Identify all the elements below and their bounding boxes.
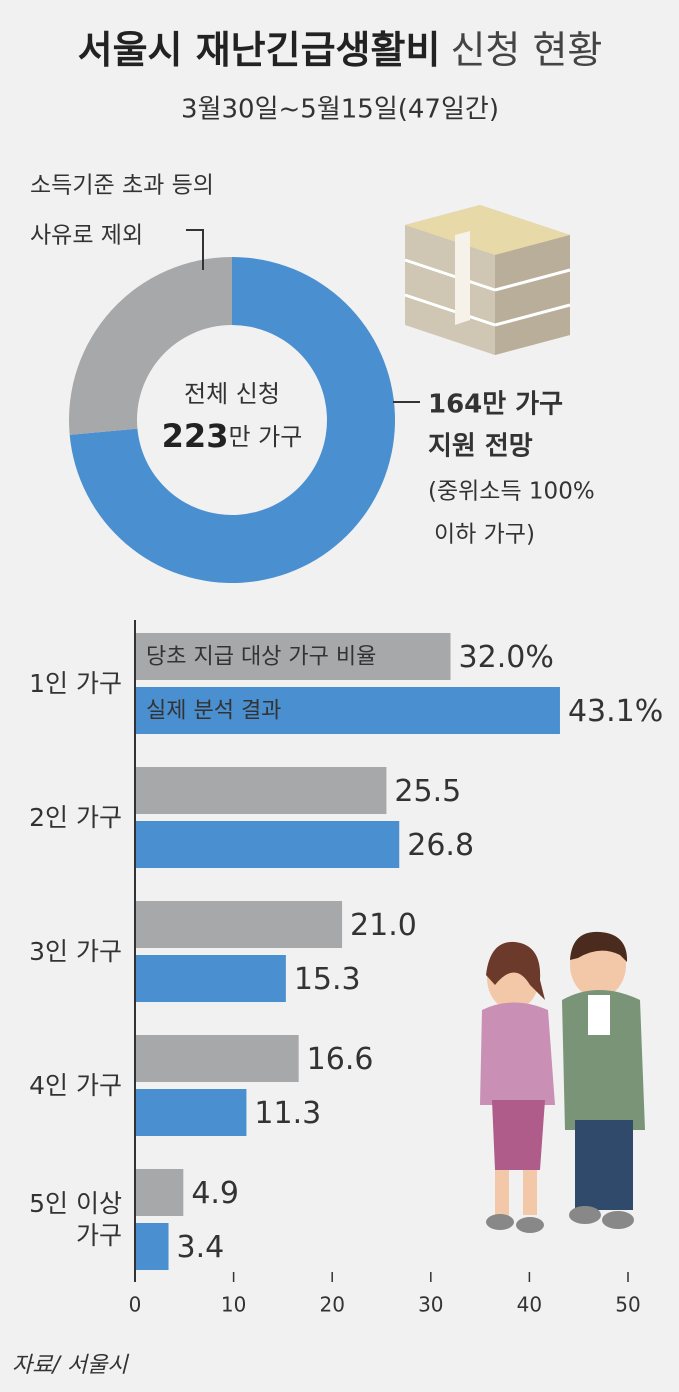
category-label: 3인 가구 [29,936,122,966]
value-label: 21.0 [350,908,417,943]
slice-label: (중위소득 100% [428,479,595,505]
x-tick-label: 20 [319,1293,344,1317]
bar [135,1089,247,1136]
bar [135,633,451,680]
slice-label: 소득기준 초과 등의 [30,173,214,199]
money-illustration [404,205,571,355]
legend-label: 당초 지급 대상 가구 비율 [146,645,376,670]
donut-slice [69,257,395,583]
bar [135,1035,299,1082]
value-label: 3.4 [177,1230,225,1265]
title-bold: 서울시 재난긴급생활비 [78,28,441,72]
value-label: 4.9 [191,1176,239,1211]
category-label: 5인 이상 가구 [29,1188,122,1250]
value-label: 11.3 [254,1096,321,1131]
slice-label: 사유로 제외 [30,223,143,249]
title: 서울시 재난긴급생활비 신청 현황 [78,28,603,72]
value-label: 25.5 [394,774,461,809]
legend-label: 실제 분석 결과 [146,699,281,724]
x-tick-label: 30 [418,1293,443,1317]
slice-label: 164만 가구 [428,390,563,420]
bar [135,901,343,948]
leader-line [186,229,204,270]
x-tick-label: 10 [221,1293,246,1317]
center-value: 223 [162,417,229,455]
center-total: 223만 가구 [162,417,303,455]
bar [135,1169,184,1216]
bar [135,687,560,734]
value-label: 16.6 [307,1042,374,1077]
category-label: 1인 가구 [29,668,122,698]
center-title: 전체 신청 [184,380,280,408]
bar [135,1223,169,1270]
people-illustration [480,931,645,1233]
donut-slice [69,257,233,435]
source: 자료/ 서울시 [12,1353,129,1378]
x-tick-label: 50 [615,1293,640,1317]
subtitle: 3월30일~5월15일(47일간) [181,95,499,125]
slice-label: 지원 전망 [428,432,533,462]
category-label: 2인 가구 [29,802,122,832]
x-tick-label: 40 [517,1293,542,1317]
value-label: 15.3 [294,962,361,997]
value-label: 32.0% [459,640,554,675]
value-label: 26.8 [407,828,474,863]
x-tick-label: 0 [129,1293,142,1317]
bar [135,767,387,814]
value-label: 43.1% [568,694,663,729]
bar [135,821,400,868]
center-unit: 만 가구 [228,423,302,451]
title-light: 신청 현황 [450,28,602,72]
bar [135,955,286,1002]
slice-label: 이하 가구) [434,522,535,548]
category-label: 4인 가구 [29,1070,122,1100]
